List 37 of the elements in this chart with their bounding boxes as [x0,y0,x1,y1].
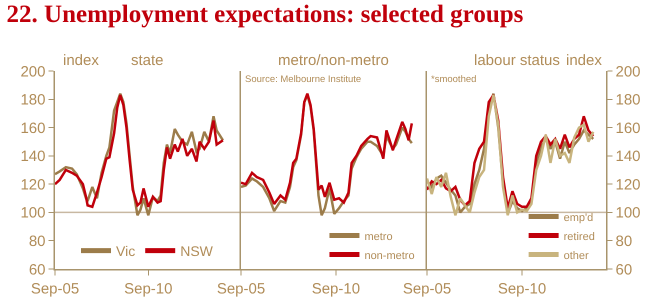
x-tick-label: Sep-05 [216,280,266,298]
chart-title: 22. Unemployment expectations: selected groups [6,1,524,28]
y-tick-label: 80 [616,232,632,250]
x-tick-label: Sep-10 [124,280,172,298]
legend-label: metro [364,230,393,243]
y-tick-label: 100 [20,204,46,222]
x-tick-label: Sep-05 [402,280,452,298]
y-tick-label: 100 [616,204,641,222]
y-tick-label: 60 [616,261,632,278]
annotation: Source: Melbourne Institute [245,74,362,85]
legend-label: NSW [180,243,214,260]
annotation: *smoothed [431,74,476,85]
x-tick-label: Sep-05 [30,280,80,298]
chart-subtitle: state [131,52,164,69]
legend-label: emp'd [564,212,594,224]
y-tick-label: 200 [20,63,46,80]
y-axis-title: index [63,52,100,69]
y-tick-label: 120 [20,176,46,194]
legend-label: Vic [116,243,136,260]
y-axis-title: index [566,52,602,69]
y-tick-label: 120 [616,176,641,194]
x-tick-label: Sep-10 [312,280,360,298]
y-tick-label: 140 [616,148,641,166]
legend-label: retired [564,230,595,243]
legend-label: other [564,250,590,262]
y-tick-label: 200 [616,63,641,80]
y-tick-label: 180 [616,92,641,109]
chart-subtitle: labour status [474,52,560,69]
y-tick-label: 60 [28,261,46,278]
y-tick-label: 140 [20,148,46,166]
y-tick-label: 160 [20,120,46,137]
x-tick-label: Sep-10 [498,280,546,298]
y-tick-label: 80 [28,232,46,250]
y-tick-label: 180 [20,92,46,109]
legend-label: non-metro [364,250,415,262]
y-tick-label: 160 [616,120,641,137]
chart-subtitle: metro/non-metro [278,52,389,69]
